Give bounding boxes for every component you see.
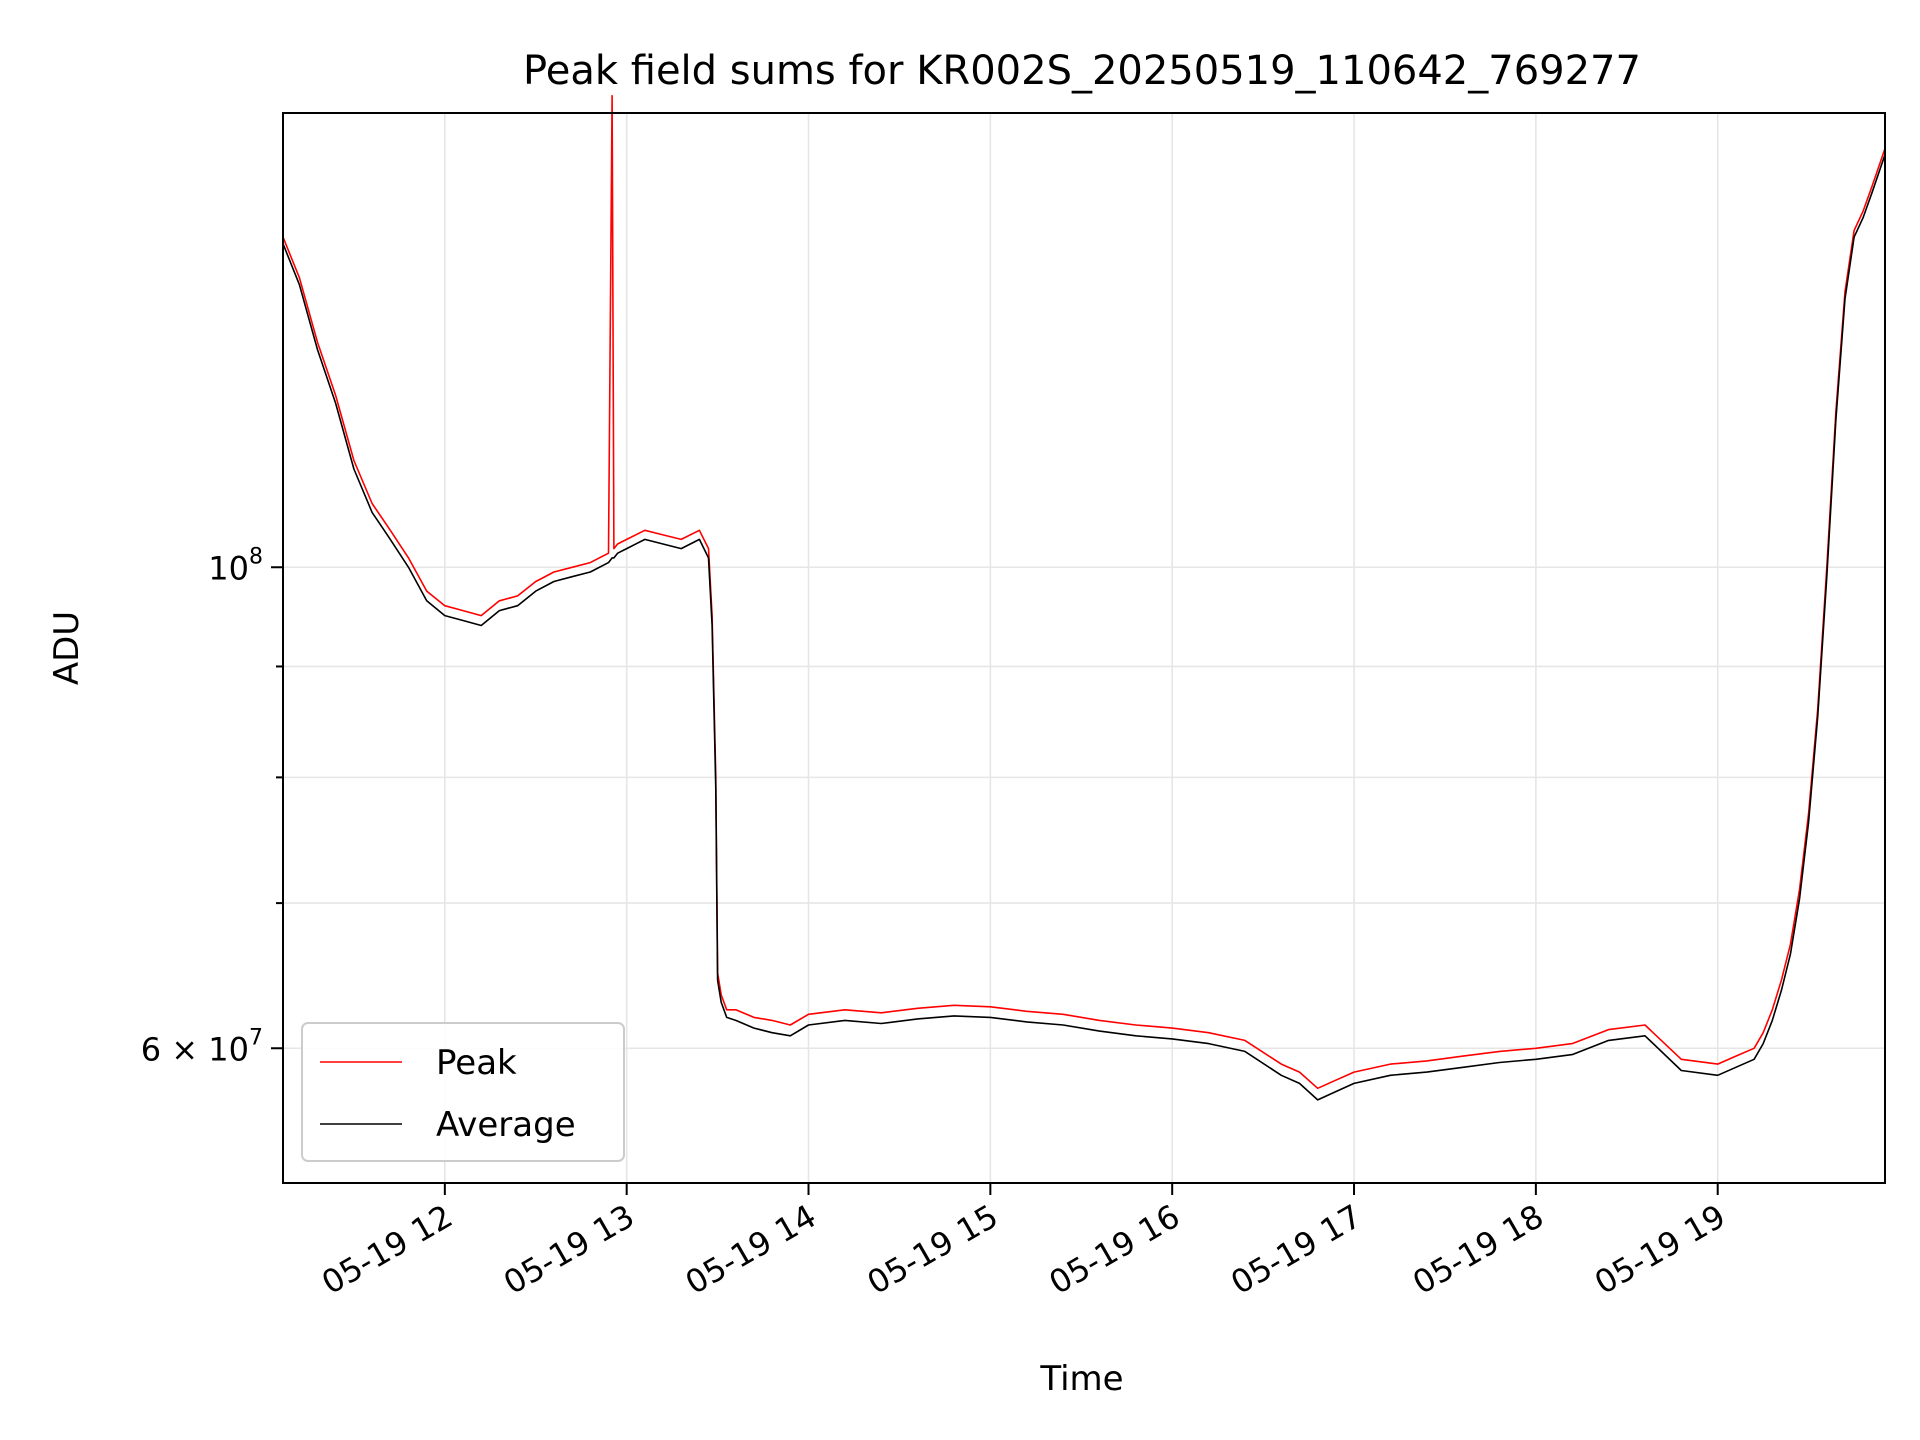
legend: Peak Average [301, 1022, 625, 1162]
y-tick-exponent: 7 [249, 1025, 263, 1050]
legend-label: Average [436, 1105, 576, 1145]
y-tick-base: 10 [208, 549, 249, 587]
series-line-peak [282, 94, 1886, 1090]
chart-title: Peak field sums for KR002S_20250519_1106… [523, 48, 1641, 94]
legend-label: Peak [436, 1043, 517, 1083]
grid-lines [283, 113, 1885, 1183]
legend-box [301, 1022, 625, 1162]
y-tick-exponent: 8 [249, 544, 263, 569]
series-line-average [282, 154, 1886, 1101]
y-tick-base: 6 × 10 [141, 1030, 249, 1068]
series-lines [282, 94, 1886, 1101]
plot-frame [282, 112, 1886, 1184]
y-axis-ticks: 6 × 107 108 [141, 544, 283, 1068]
y-tick-label: 108 [208, 544, 263, 587]
y-tick-label: 6 × 107 [141, 1025, 263, 1068]
y-axis-label: ADU [47, 611, 87, 685]
x-axis-label: Time [1039, 1359, 1123, 1399]
